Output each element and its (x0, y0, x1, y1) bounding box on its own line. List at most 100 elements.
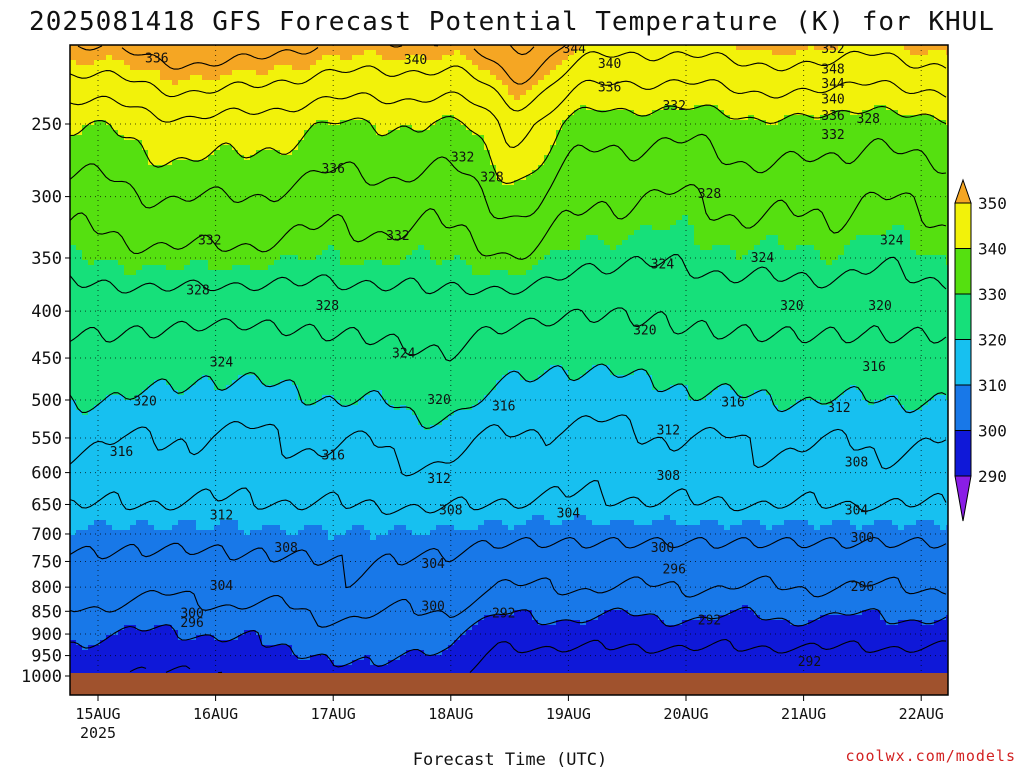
band-cell (250, 600, 257, 606)
band-cell (82, 530, 89, 536)
band-cell (118, 665, 125, 671)
band-cell (94, 335, 101, 341)
band-cell (280, 670, 287, 676)
band-cell (118, 285, 125, 291)
band-cell (202, 110, 209, 116)
band-cell (232, 155, 239, 161)
band-cell (70, 195, 77, 201)
band-cell (196, 150, 203, 156)
band-cell (214, 240, 221, 246)
band-cell (166, 70, 173, 76)
band-cell (268, 460, 275, 466)
band-cell (244, 335, 251, 341)
band-cell (268, 590, 275, 596)
band-cell (232, 655, 239, 661)
band-cell (82, 545, 89, 551)
band-cell (166, 530, 173, 536)
band-cell (208, 240, 215, 246)
band-cell (184, 355, 191, 361)
band-cell (178, 625, 185, 631)
band-cell (280, 360, 287, 366)
band-cell (136, 205, 143, 211)
band-cell (232, 370, 239, 376)
band-cell (286, 500, 293, 506)
band-cell (262, 340, 269, 346)
band-cell (250, 260, 257, 266)
band-cell (124, 625, 131, 631)
band-cell (208, 275, 215, 281)
band-cell (88, 265, 95, 271)
band-cell (256, 335, 263, 341)
band-cell (238, 405, 245, 411)
band-cell (166, 55, 173, 61)
band-cell (118, 550, 125, 556)
band-cell (160, 220, 167, 226)
band-cell (106, 190, 113, 196)
band-cell (160, 510, 167, 516)
band-cell (292, 655, 299, 661)
band-cell (268, 575, 275, 581)
band-cell (106, 65, 113, 71)
band-cell (256, 250, 263, 256)
band-cell (130, 395, 137, 401)
band-cell (220, 220, 227, 226)
band-cell (274, 155, 281, 161)
band-cell (88, 525, 95, 531)
band-cell (256, 435, 263, 441)
band-cell (142, 310, 149, 316)
band-cell (88, 555, 95, 561)
band-cell (94, 570, 101, 576)
band-cell (166, 520, 173, 526)
band-cell (118, 585, 125, 591)
band-cell (232, 225, 239, 231)
band-cell (136, 120, 143, 126)
band-cell (238, 200, 245, 206)
band-cell (166, 165, 173, 171)
band-cell (268, 55, 275, 61)
band-cell (214, 615, 221, 621)
band-cell (190, 60, 197, 66)
band-cell (286, 350, 293, 356)
band-cell (190, 545, 197, 551)
band-cell (220, 530, 227, 536)
band-cell (286, 255, 293, 261)
band-cell (70, 290, 77, 296)
band-cell (154, 580, 161, 586)
band-cell (196, 245, 203, 251)
band-cell (70, 440, 77, 446)
band-cell (142, 525, 149, 531)
band-cell (82, 205, 89, 211)
band-cell (142, 335, 149, 341)
band-cell (202, 625, 209, 631)
band-cell (148, 265, 155, 271)
band-cell (232, 125, 239, 131)
band-cell (100, 505, 107, 511)
band-cell (226, 395, 233, 401)
band-cell (94, 375, 101, 381)
band-cell (286, 45, 293, 51)
band-cell (76, 525, 83, 531)
band-cell (274, 250, 281, 256)
band-cell (220, 625, 227, 631)
band-cell (154, 440, 161, 446)
band-cell (244, 575, 251, 581)
band-cell (208, 160, 215, 166)
band-cell (220, 390, 227, 396)
band-cell (238, 565, 245, 571)
band-cell (274, 530, 281, 536)
band-cell (220, 615, 227, 621)
band-cell (76, 105, 83, 111)
band-cell (112, 380, 119, 386)
band-cell (226, 335, 233, 341)
band-cell (196, 535, 203, 541)
band-cell (262, 85, 269, 91)
band-cell (232, 665, 239, 671)
band-cell (70, 345, 77, 351)
band-cell (178, 545, 185, 551)
band-cell (172, 530, 179, 536)
band-cell (148, 285, 155, 291)
band-cell (226, 50, 233, 56)
band-cell (160, 390, 167, 396)
band-cell (184, 265, 191, 271)
band-cell (298, 350, 305, 356)
